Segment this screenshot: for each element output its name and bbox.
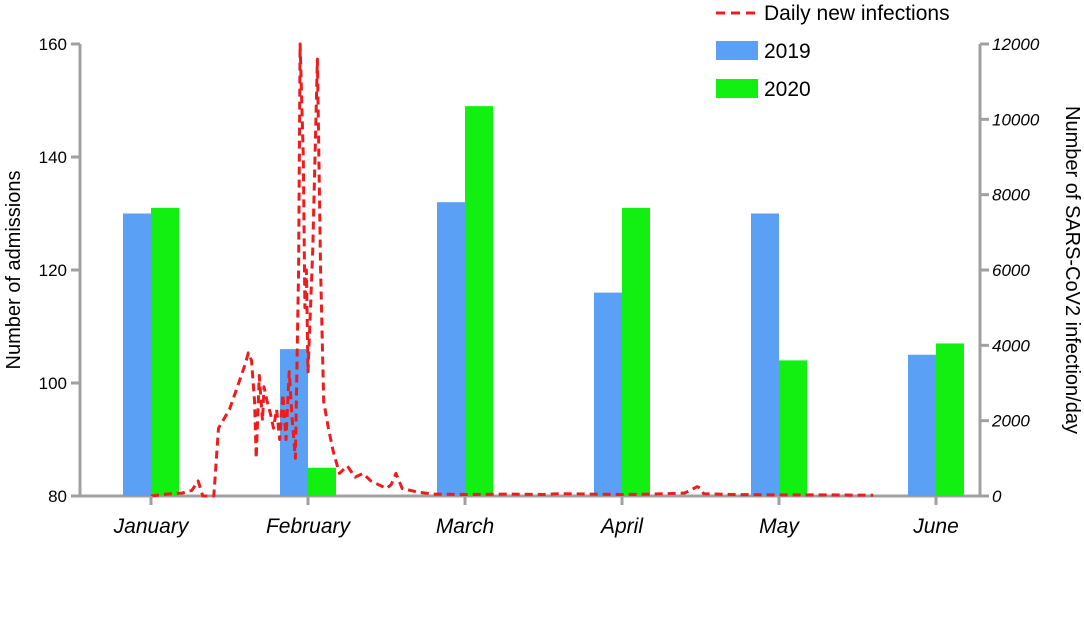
right-tick-label: 4000 <box>992 336 1030 355</box>
daily-infections-line <box>150 42 874 498</box>
right-tick-label: 8000 <box>992 186 1030 205</box>
bar-2020 <box>151 207 179 496</box>
line-group <box>150 42 874 498</box>
y-axis-title: Number of admissions <box>3 171 25 370</box>
left-tick-label: 140 <box>39 148 67 167</box>
axes-group <box>78 44 982 498</box>
right-tick-label: 10000 <box>992 110 1040 129</box>
x-tick-label: May <box>759 515 800 538</box>
legend-label-daily-infections: Daily new infections <box>764 2 950 25</box>
x-tick-label: April <box>599 515 644 538</box>
left-tick-label: 120 <box>39 261 67 280</box>
left-tick-label: 160 <box>39 35 67 54</box>
bars-group <box>123 106 964 497</box>
legend-label-2020: 2020 <box>764 78 811 101</box>
legend-label-2019: 2019 <box>764 40 811 63</box>
legend-swatch-2019 <box>716 41 758 60</box>
bar-2020 <box>936 343 964 496</box>
right-tick-label: 2000 <box>991 412 1030 431</box>
right-tick-label: 6000 <box>992 261 1030 280</box>
x-tick-label: March <box>436 515 494 538</box>
bar-2019 <box>751 213 779 496</box>
bar-2019 <box>437 202 465 496</box>
ticks-group: 80 100 120 140 160 0 2000 4000 6000 8000 10000 1200… <box>39 35 1040 538</box>
right-tick-label: 12000 <box>992 35 1040 54</box>
left-tick-label: 80 <box>48 487 67 506</box>
x-tick-label: February <box>266 515 352 538</box>
legend: Daily new infections 2019 2020 <box>716 2 950 101</box>
bar-2019 <box>280 349 308 496</box>
bar-2019 <box>594 292 622 496</box>
legend-swatch-2020 <box>716 79 758 98</box>
bar-2020 <box>308 467 336 496</box>
x-tick-label: January <box>113 515 190 538</box>
bar-2020 <box>779 360 807 496</box>
bar-2019 <box>123 213 151 496</box>
bar-2019 <box>908 354 936 496</box>
left-tick-label: 100 <box>39 374 67 393</box>
bar-2020 <box>622 207 650 496</box>
x-tick-label: June <box>912 515 959 538</box>
bar-2020 <box>465 106 493 497</box>
right-tick-label: 0 <box>992 487 1002 506</box>
y2-axis-title: Number of SARS-CoV2 infection/day <box>1061 106 1083 434</box>
